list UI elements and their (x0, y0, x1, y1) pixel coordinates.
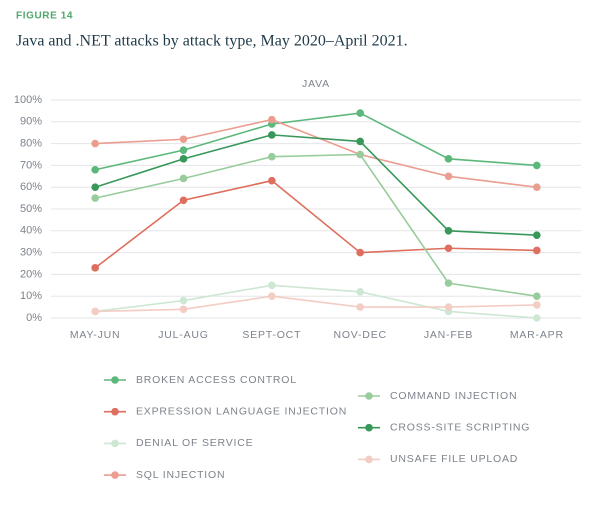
data-point (179, 296, 188, 305)
y-tick-label: 50% (20, 203, 42, 215)
legend-marker (111, 471, 119, 479)
data-point (179, 155, 188, 163)
data-point (91, 183, 99, 191)
legend-label: COMMAND INJECTION (390, 390, 517, 402)
data-point (356, 150, 364, 159)
x-tick-label: NOV-DEC (333, 329, 386, 341)
data-point (444, 303, 453, 311)
data-point (91, 264, 99, 272)
x-tick-label: MAR-APR (510, 329, 564, 341)
y-tick-label: 30% (20, 247, 42, 259)
legend-label: DENIAL OF SERVICE (136, 437, 253, 449)
y-tick-label: 40% (20, 225, 42, 237)
data-point (179, 196, 188, 205)
legend-marker (365, 423, 373, 432)
data-point (179, 146, 188, 154)
legend-marker (111, 376, 119, 384)
data-point (444, 172, 453, 181)
data-point (179, 174, 188, 183)
legend-label: CROSS-SITE SCRIPTING (390, 421, 530, 433)
data-point (91, 307, 99, 316)
y-tick-label: 10% (20, 290, 42, 302)
data-point (533, 301, 541, 309)
legend-marker (365, 392, 373, 400)
data-point (268, 115, 276, 124)
data-point (179, 305, 188, 314)
series-line (94, 179, 537, 269)
y-tick-label: 80% (20, 138, 42, 150)
x-tick-label: SEPT-OCT (242, 329, 301, 341)
series-line (95, 284, 537, 319)
y-tick-label: 70% (20, 159, 42, 171)
series-line (95, 295, 537, 313)
data-point (444, 155, 453, 163)
data-point (356, 288, 364, 296)
legend-label: BROKEN ACCESS CONTROL (136, 374, 297, 386)
data-point (533, 246, 541, 255)
data-point (444, 227, 453, 235)
data-point (356, 248, 364, 257)
data-point (356, 109, 364, 117)
data-point (533, 161, 541, 170)
series-line (95, 118, 537, 188)
y-tick-label: 20% (20, 268, 42, 280)
data-point (268, 176, 276, 185)
series-line (94, 112, 537, 171)
data-point (444, 244, 453, 253)
series-line (94, 134, 537, 236)
y-tick-label: 0% (26, 312, 42, 324)
legend-label: EXPRESSION LANGUAGE INJECTION (136, 405, 347, 417)
legend-marker (365, 455, 373, 464)
data-point (179, 135, 188, 144)
data-point (356, 303, 364, 311)
legend-marker (111, 439, 119, 448)
y-tick-label: 60% (20, 181, 42, 193)
chart-subtitle: JAVA (302, 78, 330, 90)
series-line (94, 153, 537, 297)
data-point (268, 152, 276, 161)
data-point (91, 139, 99, 148)
legend-marker (111, 407, 119, 416)
figure-label: FIGURE 14 (16, 11, 73, 22)
data-point (356, 137, 364, 146)
x-tick-label: JAN-FEB (424, 329, 473, 341)
data-point (268, 281, 276, 290)
x-tick-label: JUL-AUG (158, 329, 209, 341)
data-point (533, 292, 541, 301)
legend-label: UNSAFE FILE UPLOAD (390, 453, 518, 465)
x-tick-label: MAY-JUN (70, 329, 121, 341)
data-point (444, 279, 453, 287)
data-point (268, 131, 276, 139)
y-tick-label: 90% (20, 116, 42, 128)
data-point (91, 165, 99, 174)
data-point (533, 314, 541, 322)
data-point (533, 183, 541, 191)
chart-title: Java and .NET attacks by attack type, Ma… (16, 33, 408, 50)
data-point (268, 292, 276, 301)
y-tick-label: 100% (14, 94, 42, 106)
legend-label: SQL INJECTION (136, 469, 225, 481)
data-point (91, 194, 99, 202)
data-point (533, 231, 541, 239)
